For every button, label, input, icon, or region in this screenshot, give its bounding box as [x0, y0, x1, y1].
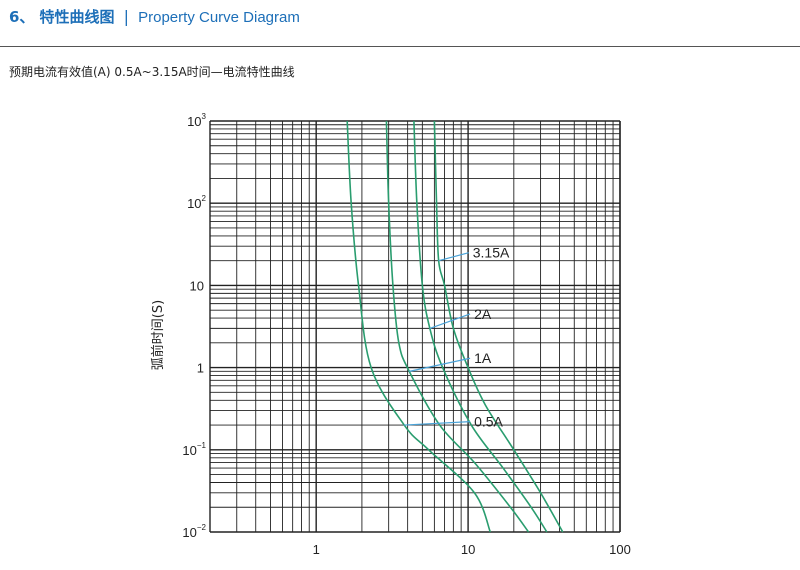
x-tick-label: 100: [609, 542, 631, 557]
y-tick-label: 10−1: [182, 441, 206, 458]
series-leader-line: [404, 421, 471, 426]
series-leader-line: [438, 252, 469, 262]
x-tick-label: 1: [313, 542, 320, 557]
series-leader-line: [409, 357, 471, 372]
y-tick-label: 10−2: [182, 523, 206, 540]
series-label: 3.15A: [473, 245, 510, 261]
series-label: 0.5A: [474, 414, 503, 430]
y-tick-label: 102: [187, 194, 206, 211]
title-separator: |: [123, 7, 130, 26]
y-axis-label: 弧前时间(S): [150, 300, 166, 370]
curve-0_5A: [346, 120, 492, 533]
section-title-en: Property Curve Diagram: [138, 9, 300, 26]
series-label: 2A: [474, 306, 492, 322]
header-divider: [0, 46, 800, 47]
y-tick-label: 103: [187, 112, 206, 129]
x-tick-label: 10: [461, 542, 475, 557]
chart-subtitle: 预期电流有效值(A) 0.5A~3.15A时间—电流特性曲线: [9, 65, 295, 79]
section-title-cn: 特性曲线图: [39, 8, 115, 26]
y-tick-label: 1: [197, 361, 204, 376]
curve-3_15A: [433, 120, 564, 533]
curve-series: [346, 120, 564, 533]
section-number: 6、: [9, 8, 35, 26]
series-leader-line: [429, 313, 471, 329]
curve-1A: [385, 120, 530, 533]
grid-lines: [209, 120, 621, 533]
series-label: 1A: [474, 350, 492, 366]
section-header: 6、 特性曲线图 | Property Curve Diagram: [9, 4, 300, 30]
y-tick-label: 10: [190, 278, 204, 293]
series-labels: 0.5A 1A 2A 3.15A: [404, 245, 510, 430]
